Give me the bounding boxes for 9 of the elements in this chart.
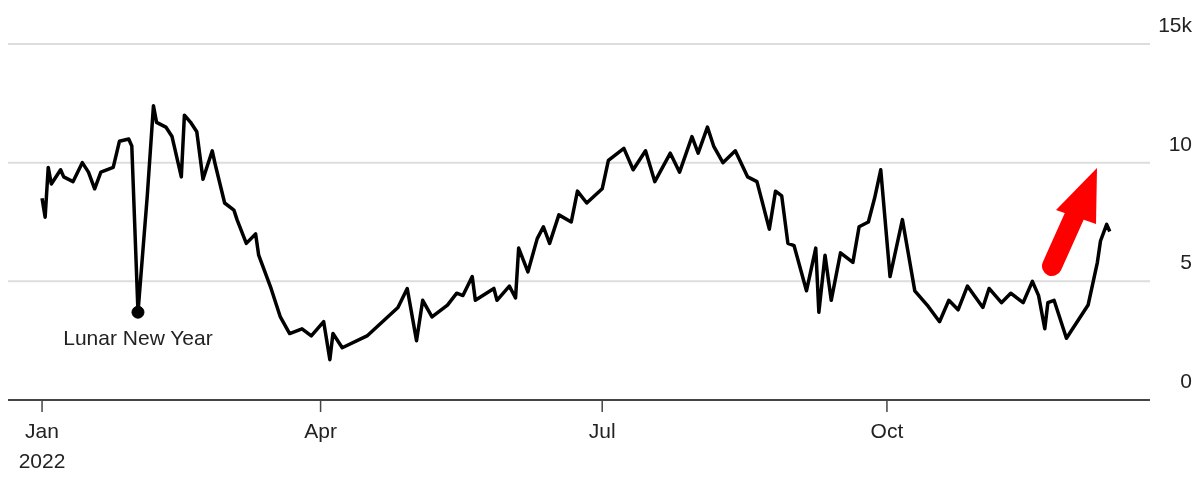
x-tick-label: Apr (304, 419, 337, 442)
y-tick-label: 10 (1168, 131, 1192, 155)
annotation: Lunar New Year (63, 326, 213, 350)
y-tick-label: 15k (1158, 13, 1193, 36)
y-tick-label: 0 (1180, 369, 1192, 392)
x-tick-label: Jan 2022 (18, 419, 66, 472)
x-tick-label: Oct (870, 419, 904, 442)
y-tick-label: 5 (1180, 250, 1192, 274)
x-tick-label: Jul (588, 419, 616, 442)
